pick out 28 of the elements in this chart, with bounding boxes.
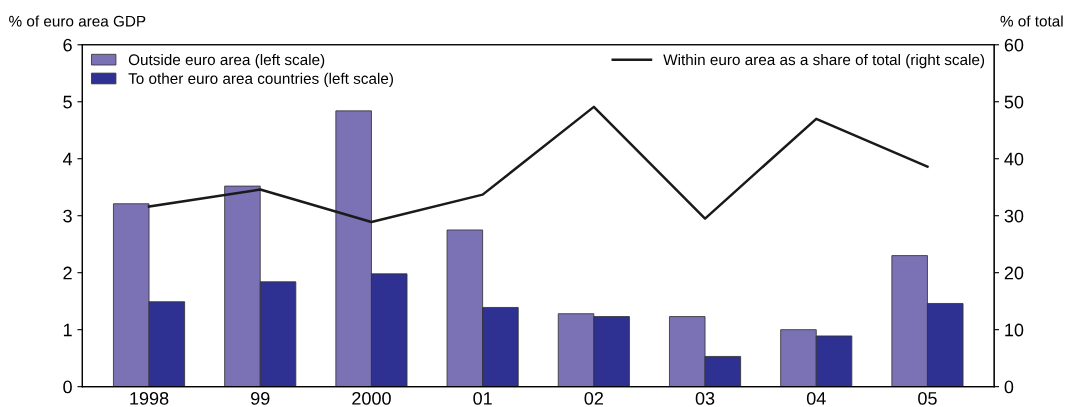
line-series	[147, 105, 929, 224]
x-tick-label: 05	[918, 391, 937, 405]
y-tick-label: 0	[63, 380, 72, 394]
x-tick-label: 04	[806, 391, 826, 405]
y2-axis-title: % of total	[1000, 15, 1063, 27]
y-tick-label: 4	[62, 152, 73, 166]
y2-tick-label: 50	[1004, 95, 1024, 109]
y2-tick-label: 60	[1004, 38, 1024, 52]
y2-tick-label: 10	[1005, 323, 1024, 337]
y2-tick-label: 0	[1004, 380, 1014, 394]
y2-tick-label: 30	[1004, 209, 1024, 223]
x-tick-label: 1998	[130, 391, 169, 405]
y2-tick-label: 40	[1004, 152, 1024, 166]
y-tick-label: 1	[63, 323, 72, 337]
y-tick-label: 3	[63, 209, 72, 223]
y2-tick-label: 20	[1004, 266, 1024, 280]
x-tick-label: 03	[695, 391, 715, 405]
y-axis-title: % of euro area GDP	[9, 15, 146, 27]
legend-label: To other euro area countries (left scale)	[128, 72, 393, 87]
y-tick-label: 2	[63, 266, 72, 280]
x-tick-label: 02	[584, 391, 603, 405]
y-tick-label: 5	[63, 95, 72, 109]
y-tick-label: 6	[63, 38, 72, 52]
x-tick-label: 2000	[352, 391, 391, 405]
x-tick-label: 01	[473, 391, 492, 405]
legend-label: Within euro area as a share of total (right scale)	[663, 53, 985, 69]
x-tick-label: 99	[251, 391, 270, 405]
legend-label: Outside euro area (left scale)	[128, 53, 325, 69]
